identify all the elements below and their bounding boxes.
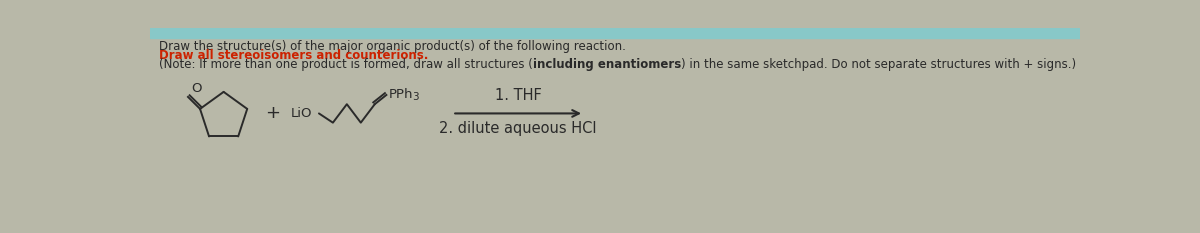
Text: 1. THF: 1. THF	[494, 88, 541, 103]
Text: including enantiomers: including enantiomers	[533, 58, 682, 71]
Text: 2. dilute aqueous HCl: 2. dilute aqueous HCl	[439, 121, 596, 136]
Text: +: +	[265, 104, 280, 122]
Text: Draw the structure(s) of the major organic product(s) of the following reaction.: Draw the structure(s) of the major organ…	[160, 40, 626, 52]
Text: (Note: If more than one product is formed, draw all structures (: (Note: If more than one product is forme…	[160, 58, 533, 71]
Bar	[150, 28, 1080, 38]
Text: O: O	[191, 82, 202, 95]
Text: 3: 3	[412, 92, 419, 102]
Text: PPh: PPh	[389, 88, 413, 101]
Text: LiO: LiO	[292, 107, 312, 120]
Text: ) in the same sketchpad. Do not separate structures with + signs.): ) in the same sketchpad. Do not separate…	[682, 58, 1076, 71]
Text: Draw all stereoisomers and counterions.: Draw all stereoisomers and counterions.	[160, 49, 428, 62]
